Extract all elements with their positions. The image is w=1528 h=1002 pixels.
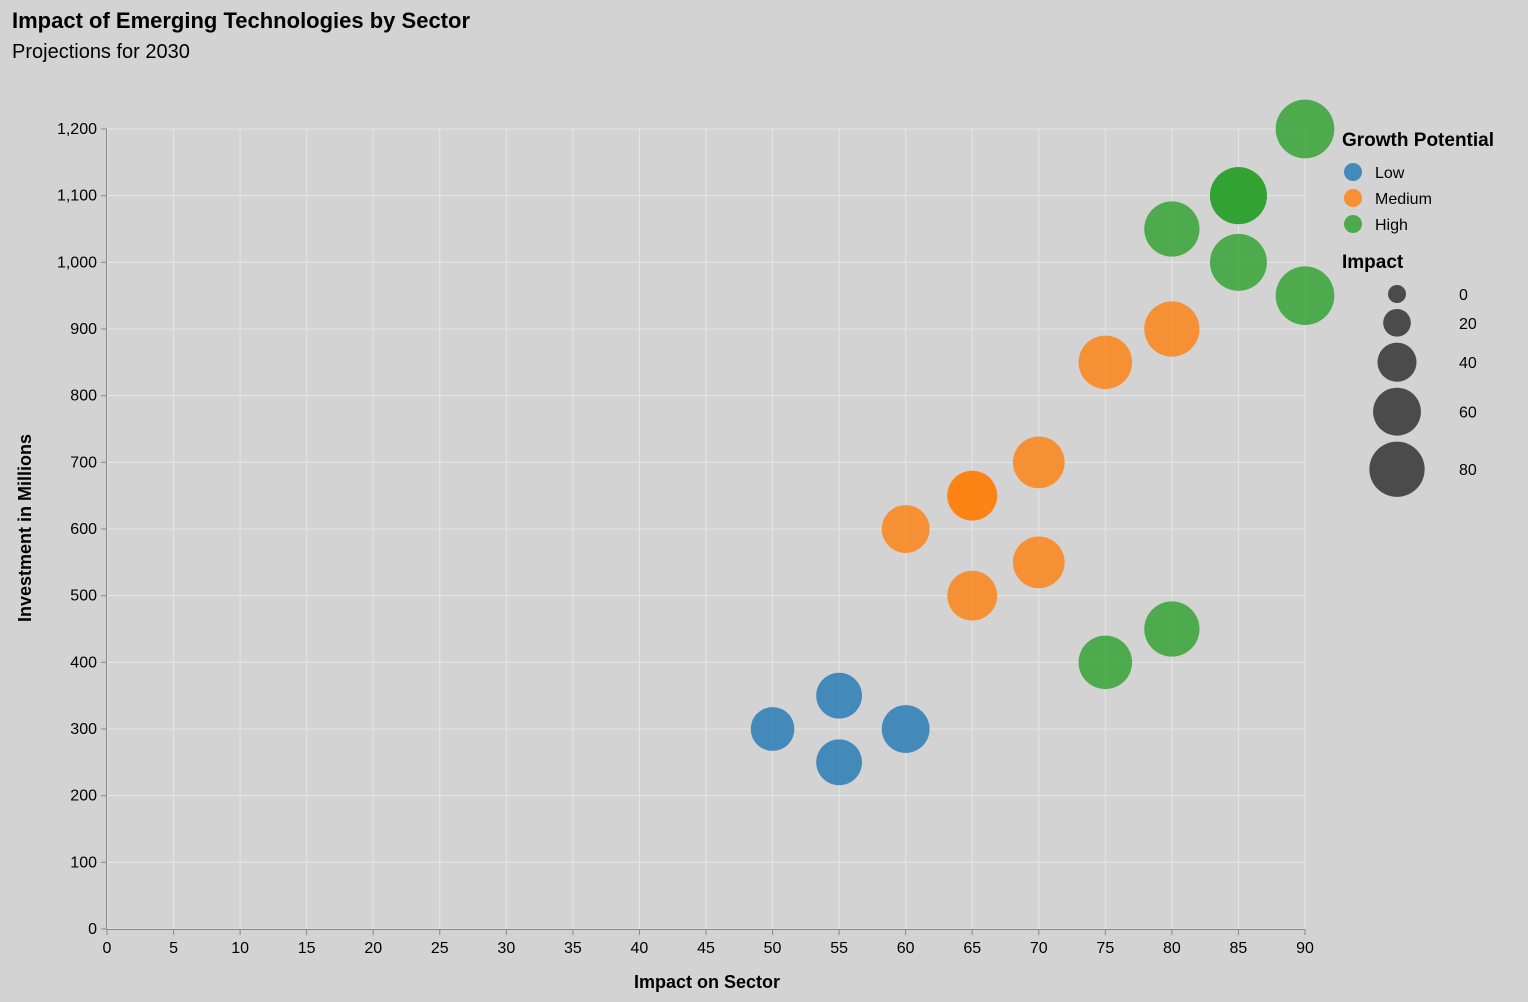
y-tick-label: 200 — [70, 788, 97, 805]
y-tick-label: 400 — [70, 654, 97, 671]
y-tick-label: 1,000 — [57, 254, 97, 271]
bubble-point — [1078, 635, 1133, 690]
bubble-point — [1275, 266, 1335, 325]
bubble-point — [816, 672, 863, 719]
size-legend-circle — [1388, 285, 1406, 303]
y-tick-label: 600 — [70, 521, 97, 538]
size-legend-circle — [1383, 309, 1411, 337]
y-tick-label: 800 — [70, 388, 97, 405]
legend-swatch — [1344, 215, 1362, 233]
bubble-point — [1144, 301, 1200, 357]
size-legend-label: 60 — [1459, 405, 1477, 422]
x-tick-label: 25 — [431, 940, 449, 957]
y-axis-title: Investment in Millions — [15, 434, 35, 622]
y-tick-label: 1,100 — [57, 188, 97, 205]
x-tick-label: 85 — [1230, 940, 1248, 957]
x-axis-title: Impact on Sector — [634, 972, 780, 992]
chart-title: Impact of Emerging Technologies by Secto… — [12, 8, 471, 33]
x-tick-label: 60 — [897, 940, 915, 957]
y-tick-label: 1,200 — [57, 121, 97, 138]
bubble-point — [750, 707, 795, 751]
size-legend-circle — [1377, 342, 1417, 382]
bubble-point — [947, 470, 998, 521]
x-tick-label: 70 — [1030, 940, 1048, 957]
bubble-point — [1209, 233, 1267, 291]
x-tick-label: 80 — [1163, 940, 1181, 957]
grid-lines — [106, 128, 1306, 930]
x-tick-label: 45 — [697, 940, 715, 957]
legend: Growth Potential Low Medium High Impact 0 20 40… — [1342, 130, 1494, 497]
chart-subtitle: Projections for 2030 — [12, 41, 190, 63]
bubble-point — [1012, 436, 1065, 489]
size-legend-label: 80 — [1459, 462, 1477, 479]
bubble-point — [1012, 536, 1065, 589]
y-tick-label: 900 — [70, 321, 97, 338]
x-tick-label: 10 — [231, 940, 249, 957]
legend-label: Medium — [1375, 191, 1432, 208]
x-tick-label: 35 — [564, 940, 582, 957]
y-tick-label: 300 — [70, 721, 97, 738]
legend-title-growth: Growth Potential — [1342, 130, 1494, 151]
x-tick-label: 55 — [830, 940, 848, 957]
size-legend-label: 0 — [1459, 287, 1468, 304]
legend-swatch — [1344, 163, 1362, 181]
y-tick-label: 100 — [70, 854, 97, 871]
legend-label: High — [1375, 217, 1408, 234]
x-tick-label: 90 — [1296, 940, 1314, 957]
x-tick-label: 0 — [103, 940, 112, 957]
bubble-marks — [750, 99, 1335, 786]
y-tick-label: 500 — [70, 588, 97, 605]
legend-label: Low — [1375, 165, 1405, 182]
y-tick-label: 700 — [70, 454, 97, 471]
x-tick-label: 75 — [1096, 940, 1114, 957]
bubble-point — [1275, 99, 1335, 159]
size-legend-label: 40 — [1459, 355, 1477, 372]
bubble-point — [816, 739, 863, 786]
size-legend-circle — [1369, 441, 1425, 497]
bubble-point — [947, 570, 998, 621]
x-tick-label: 5 — [169, 940, 178, 957]
bubble-point — [1144, 601, 1200, 657]
axes: 0 5 10 15 20 25 30 35 40 45 50 55 60 65 70 75 80 85 900100… — [57, 121, 1314, 957]
bubble-point — [1144, 201, 1200, 257]
bubble-point — [881, 705, 930, 753]
x-tick-label: 20 — [364, 940, 382, 957]
x-tick-label: 30 — [497, 940, 515, 957]
x-tick-label: 40 — [631, 940, 649, 957]
y-tick-label: 0 — [88, 921, 97, 938]
bubble-point — [1209, 167, 1267, 225]
x-tick-label: 50 — [764, 940, 782, 957]
size-legend-circle — [1373, 387, 1421, 436]
size-legend-label: 20 — [1459, 316, 1477, 333]
bubble-point — [1078, 335, 1133, 390]
x-tick-label: 65 — [963, 940, 981, 957]
bubble-point — [881, 505, 930, 553]
legend-title-impact: Impact — [1342, 252, 1404, 273]
x-tick-label: 15 — [298, 940, 316, 957]
legend-swatch — [1344, 189, 1362, 207]
